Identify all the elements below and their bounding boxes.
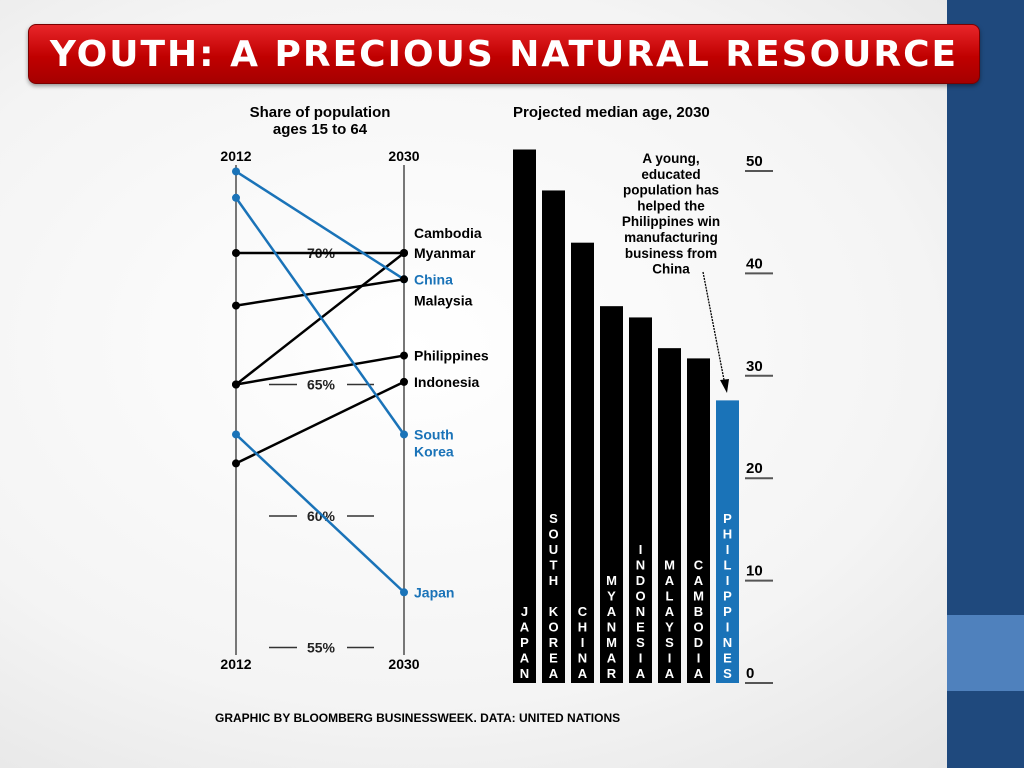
bar-chart: NAPAJ AEROK HTUOS ANIHC RAMNAYM AISENODNI AIS… (513, 149, 773, 684)
series-label-japan: Japan (414, 584, 454, 600)
bar-cambodia (687, 358, 710, 683)
y-tick-label: 50 (746, 153, 763, 170)
bar-label-china: ANIHC (578, 604, 588, 681)
y-tick-label: 30 (746, 358, 763, 375)
bar-indonesia (629, 317, 652, 683)
point-2030-malaysia (400, 275, 408, 284)
series-label-indonesia: Indonesia (414, 374, 480, 390)
y-tick-label: 55% (307, 640, 336, 656)
y-tick-label: 20 (746, 460, 763, 477)
series-line-indonesia (235, 380, 405, 465)
annotation-text: A young, educated population has helped the… (622, 151, 720, 277)
point-2012-indonesia (232, 459, 240, 468)
bar-label-myanmar: RAMNAYM (606, 573, 617, 681)
point-2012-philippines (232, 380, 240, 389)
series-label-china: China (414, 271, 453, 287)
bar-malaysia (658, 348, 681, 683)
y-tick-label: 10 (746, 563, 763, 580)
series-label-myanmar: Myanmar (414, 245, 476, 261)
title-bar: YOUTH: A PRECIOUS NATURAL RESOURCE (28, 24, 980, 84)
y-tick-label: 65% (307, 377, 336, 393)
bar-label-philippines: SENIPPILIHP (723, 511, 732, 681)
series-line-south-korea (234, 197, 406, 436)
bar-label-malaysia: AISYALAM (664, 558, 675, 682)
annotation-arrowhead-icon (720, 379, 729, 393)
x-label-bottom-2030: 2030 (388, 656, 419, 672)
annotation-arrow-line (702, 271, 726, 386)
point-2030-myanmar (400, 249, 408, 257)
series-label-philippines: Philippines (414, 348, 489, 364)
point-2012-japan (232, 430, 240, 439)
bar-south-korea (542, 190, 565, 683)
bar-title: Projected median age, 2030 (513, 104, 710, 121)
bar-label-japan: NAPAJ (520, 604, 530, 681)
y-tick-label: 40 (746, 255, 763, 272)
sidebar-accent-block (947, 615, 1024, 691)
bar-label-indonesia: AISENODNI (635, 542, 645, 681)
series-label-malaysia: Malaysia (414, 292, 473, 308)
point-2030-philippines (400, 351, 408, 360)
bar-china (571, 242, 594, 683)
series-line-cambodia (235, 252, 405, 386)
series-line-malaysia (235, 278, 405, 307)
series-line-japan (235, 433, 405, 594)
point-2012-myanmar (232, 249, 240, 257)
point-2030-indonesia (400, 377, 408, 386)
slope-title-line2: ages 15 to 64 (273, 121, 368, 138)
bar-label-south-korea: AEROK HTUOS (548, 511, 558, 681)
source-note: GRAPHIC BY BLOOMBERG BUSINESSWEEK. DATA:… (215, 711, 620, 725)
point-2030-south-korea (400, 430, 408, 439)
series-line-philippines (235, 354, 405, 386)
point-2012-south-korea (232, 193, 240, 202)
slope-chart: 201220302012203070%65%60%55%CambodiaMyan… (220, 148, 488, 672)
point-2030-japan (400, 588, 408, 597)
bar-myanmar (600, 306, 623, 683)
x-label-top-2030: 2030 (388, 148, 419, 164)
x-label-top-2012: 2012 (220, 148, 251, 164)
point-2012-china (232, 167, 240, 176)
x-label-bottom-2012: 2012 (220, 656, 251, 672)
point-2012-malaysia (232, 301, 240, 310)
slide-title: YOUTH: A PRECIOUS NATURAL RESOURCE (49, 34, 959, 75)
series-line-china (235, 170, 405, 281)
bar-japan (513, 149, 536, 684)
bar-label-cambodia: AIDOBMAC (693, 558, 704, 682)
y-tick-label: 0 (746, 665, 754, 682)
bar-philippines (716, 400, 739, 683)
series-label-cambodia: Cambodia (414, 225, 482, 241)
series-label-south-korea: South Korea (414, 426, 454, 459)
slope-title-line1: Share of population (250, 104, 391, 121)
